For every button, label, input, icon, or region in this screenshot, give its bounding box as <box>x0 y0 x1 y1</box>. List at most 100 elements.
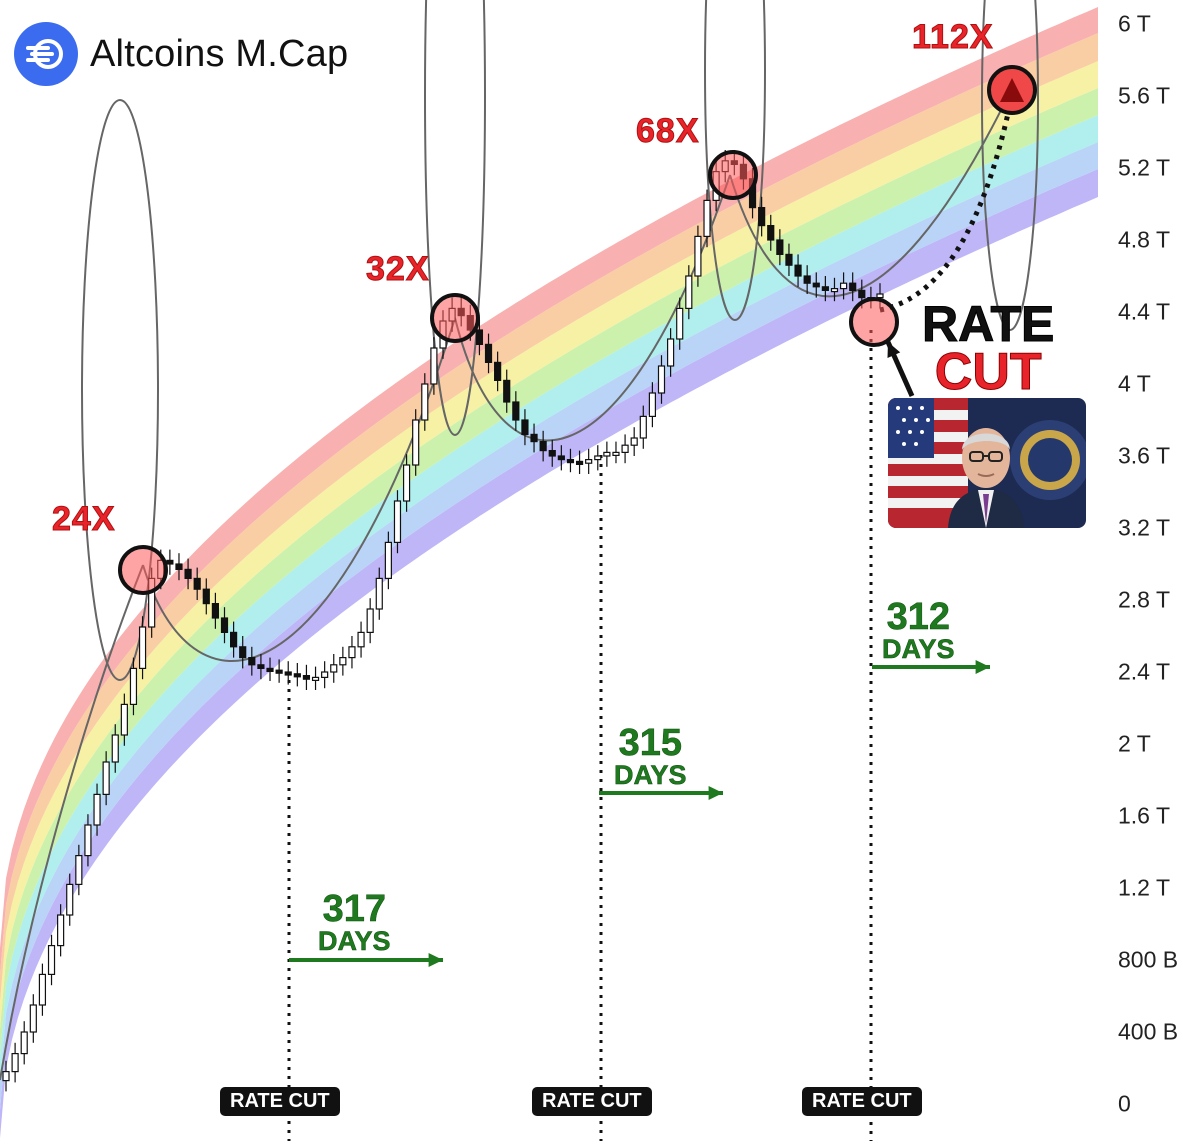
candle-body <box>484 343 493 363</box>
candle-body <box>248 656 256 666</box>
y-tick-label: 800 B <box>1118 946 1179 973</box>
candle-body <box>612 451 620 456</box>
candle-body <box>302 674 311 680</box>
candle-body <box>38 973 47 1006</box>
y-tick-label: 4 T <box>1118 370 1151 397</box>
candle-body <box>566 459 575 464</box>
candle-body <box>767 225 775 241</box>
days-annotation: 317 DAYS <box>318 890 391 955</box>
rate-cut-badge: RATE CUT <box>802 1087 922 1116</box>
candle-body <box>330 664 338 673</box>
candle-body <box>375 577 383 610</box>
days-annotation: 312 DAYS <box>882 598 955 663</box>
cycle-arc <box>729 87 1013 298</box>
candle-body <box>648 392 656 417</box>
candle-body <box>530 433 538 443</box>
y-tick-label: 3.2 T <box>1118 514 1170 541</box>
candle-body <box>339 656 347 666</box>
callout-line2: CUT <box>934 343 1042 401</box>
candle-body <box>193 577 201 590</box>
y-tick-label: 400 B <box>1118 1018 1179 1045</box>
candle-body <box>830 288 839 293</box>
y-tick-label: 1.6 T <box>1118 802 1170 829</box>
cycle-ellipse <box>704 0 766 321</box>
days-number: 317 <box>322 888 386 930</box>
candle-body <box>503 379 511 403</box>
candle-body <box>166 559 174 565</box>
y-tick-label: 4.4 T <box>1118 298 1170 325</box>
candle-body <box>348 646 356 659</box>
y-tick-label: 6 T <box>1118 10 1151 37</box>
rate-cut-callout: RATE CUT <box>921 296 1055 401</box>
candle-body <box>384 541 392 580</box>
days-label: DAYS <box>882 634 955 664</box>
candle-body <box>594 455 602 461</box>
candle-body <box>557 455 565 461</box>
candle-body <box>20 1031 28 1055</box>
candle-body <box>84 824 92 857</box>
candle-body <box>803 275 811 284</box>
peak-markers <box>118 65 1037 595</box>
y-tick-label: 2.8 T <box>1118 586 1170 613</box>
candle-body <box>321 671 329 679</box>
multiplier-label: 68X <box>636 112 700 151</box>
candle-body <box>667 338 675 367</box>
candle-body <box>102 761 110 796</box>
candle-body <box>812 282 820 288</box>
candle-body <box>548 450 556 457</box>
speaker-photo <box>888 398 1086 528</box>
candle-body <box>202 588 210 605</box>
candle-body <box>858 289 866 299</box>
candle-body <box>603 451 611 457</box>
candle-body <box>75 854 83 885</box>
y-tick-label: 3.6 T <box>1118 442 1170 469</box>
candle-body <box>475 329 484 345</box>
candle-body <box>220 617 229 633</box>
multiplier-label: 112X <box>912 18 994 57</box>
y-tick-label: 5.2 T <box>1118 154 1170 181</box>
days-label: DAYS <box>614 760 687 790</box>
candle-body <box>29 1004 37 1033</box>
up-triangle-icon <box>1000 78 1024 102</box>
candle-body <box>57 914 65 947</box>
candle-body <box>703 199 711 237</box>
candle-body <box>621 444 629 454</box>
brand-title: Altcoins M.Cap <box>90 32 349 75</box>
candle-body <box>785 253 793 266</box>
y-tick-label: 4.8 T <box>1118 226 1170 253</box>
y-tick-label: 2.4 T <box>1118 658 1170 685</box>
days-number: 312 <box>886 596 950 638</box>
candle-body <box>430 347 438 385</box>
days-annotation: 315 DAYS <box>614 724 687 789</box>
candle-body <box>630 437 638 446</box>
candle-body <box>357 631 365 648</box>
candle-body <box>685 275 693 310</box>
right-arrow-icon-head <box>428 953 443 967</box>
peak-marker <box>118 545 168 595</box>
candle-body <box>521 419 529 435</box>
candle-body <box>821 286 829 291</box>
candle-body <box>839 282 848 290</box>
candle-body <box>93 793 101 826</box>
peak-marker <box>849 297 899 347</box>
candle-body <box>120 703 128 736</box>
right-arrow-icon-head <box>708 786 723 800</box>
candle-body <box>257 664 265 669</box>
candle-body <box>402 464 411 502</box>
cycle-ellipse <box>424 0 486 436</box>
cycle-arc <box>454 174 731 442</box>
multiplier-label: 24X <box>52 500 116 539</box>
y-tick-label: 5.6 T <box>1118 82 1170 109</box>
candle-body <box>66 883 74 916</box>
rate-cut-badge: RATE CUT <box>220 1087 340 1116</box>
callout-line1: RATE <box>921 296 1055 352</box>
rate-cut-lines <box>287 330 873 1141</box>
candle-body <box>694 235 702 277</box>
candle-body <box>676 307 684 340</box>
candle-body <box>366 608 374 633</box>
brand-header: Altcoins M.Cap <box>14 22 348 86</box>
candle-body <box>412 419 420 466</box>
candle-body <box>393 500 402 544</box>
candle-body <box>794 264 802 277</box>
candle-body <box>239 646 247 659</box>
